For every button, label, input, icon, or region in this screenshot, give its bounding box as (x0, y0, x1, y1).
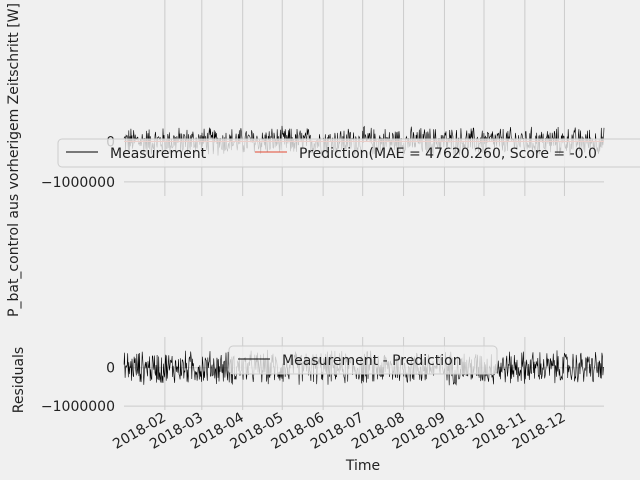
legend-prediction-label: Prediction(MAE = 47620.260, Score = -0.0 (299, 146, 597, 162)
bottom-legend-box (228, 345, 498, 375)
top-legend-box (57, 138, 640, 168)
y-tick-label: −1000000 (41, 175, 115, 191)
y-tick-label: 0 (106, 361, 115, 377)
legend-measurement-label: Measurement (110, 146, 207, 162)
top-y-axis-label: P_bat_control aus vorherigem Zeitschritt… (6, 3, 22, 317)
x-axis-label: Time (345, 458, 380, 474)
legend-residual-label: Measurement - Prediction (282, 353, 462, 369)
bottom-y-axis-label: Residuals (11, 347, 27, 413)
top-legend: Measurement Prediction(MAE = 47620.260, … (57, 138, 640, 168)
y-tick-label: −1000000 (41, 399, 115, 415)
bottom-legend: Measurement - Prediction (228, 345, 498, 375)
bottom-axes-yticks: 0 −1000000 (41, 361, 115, 415)
